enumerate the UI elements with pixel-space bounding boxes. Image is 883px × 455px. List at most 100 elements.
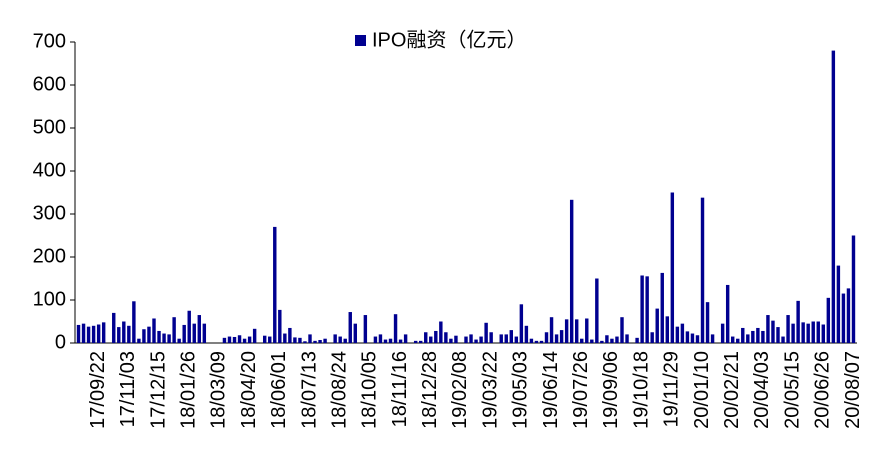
bar bbox=[620, 317, 624, 343]
bar bbox=[76, 324, 81, 343]
y-tick-label: 0 bbox=[55, 331, 66, 353]
bar bbox=[801, 322, 805, 343]
y-tick-label: 200 bbox=[33, 245, 66, 267]
bar bbox=[675, 326, 680, 343]
legend-label: IPO融资（亿元） bbox=[372, 28, 526, 51]
bar bbox=[424, 332, 428, 343]
x-tick-label: 17/11/03 bbox=[117, 351, 139, 427]
bar bbox=[585, 318, 589, 343]
bar bbox=[413, 340, 418, 343]
bar bbox=[746, 334, 750, 343]
bar bbox=[841, 293, 846, 343]
bar bbox=[383, 339, 388, 343]
bar bbox=[122, 321, 126, 343]
y-tick-label: 700 bbox=[33, 30, 66, 52]
bar bbox=[650, 332, 654, 343]
bar bbox=[826, 297, 831, 343]
bar bbox=[444, 332, 448, 343]
bar bbox=[338, 336, 342, 343]
x-tick-label: 17/09/22 bbox=[87, 351, 109, 429]
bar bbox=[403, 334, 408, 343]
bar bbox=[781, 336, 785, 343]
x-tick-label: 18/03/09 bbox=[208, 351, 230, 429]
bar bbox=[640, 275, 644, 343]
legend-swatch bbox=[355, 35, 366, 46]
bar bbox=[605, 335, 609, 343]
bar bbox=[821, 324, 826, 343]
bar bbox=[771, 320, 775, 343]
bar bbox=[539, 340, 544, 343]
bar bbox=[846, 288, 851, 343]
bar bbox=[786, 315, 790, 343]
bar bbox=[574, 319, 579, 343]
bar bbox=[157, 330, 161, 343]
bar bbox=[152, 318, 156, 343]
bar bbox=[308, 334, 312, 343]
bar bbox=[127, 325, 131, 343]
bar bbox=[635, 337, 639, 343]
bar bbox=[333, 334, 337, 343]
bar bbox=[318, 339, 322, 343]
bar bbox=[559, 330, 564, 343]
bar bbox=[655, 308, 659, 343]
x-tick-label: 20/05/15 bbox=[781, 351, 803, 429]
bar bbox=[806, 323, 810, 343]
bar bbox=[796, 300, 800, 343]
bar bbox=[187, 310, 191, 343]
bar bbox=[137, 338, 141, 343]
bar bbox=[791, 323, 795, 343]
bar bbox=[836, 265, 841, 343]
bar bbox=[720, 323, 725, 343]
x-tick-label: 18/04/20 bbox=[238, 351, 260, 429]
bar bbox=[439, 321, 443, 343]
bar bbox=[776, 327, 780, 343]
bar bbox=[86, 326, 91, 343]
x-tick-label: 19/09/06 bbox=[600, 351, 622, 429]
bar bbox=[449, 338, 453, 343]
bar bbox=[700, 197, 705, 343]
bar bbox=[227, 336, 232, 343]
x-tick-label: 17/12/15 bbox=[147, 351, 169, 429]
bar bbox=[454, 335, 458, 343]
bar bbox=[373, 336, 378, 343]
bar bbox=[851, 235, 856, 343]
bar bbox=[615, 336, 619, 343]
bar bbox=[162, 333, 166, 343]
y-tick-label: 400 bbox=[33, 159, 66, 181]
bar bbox=[112, 312, 116, 343]
bar bbox=[313, 340, 317, 343]
x-tick-label: 19/10/18 bbox=[630, 351, 652, 429]
bar bbox=[418, 340, 423, 343]
bar bbox=[710, 334, 715, 343]
bar bbox=[564, 319, 569, 343]
bar bbox=[262, 335, 267, 343]
bar bbox=[182, 324, 186, 343]
x-tick-label: 19/03/22 bbox=[479, 351, 501, 429]
bar bbox=[96, 324, 101, 343]
x-tick-label: 20/01/10 bbox=[691, 351, 713, 429]
x-tick-label: 20/04/03 bbox=[751, 351, 773, 429]
bar bbox=[549, 317, 554, 343]
bar bbox=[705, 302, 710, 343]
x-tick-label: 18/11/16 bbox=[389, 351, 411, 427]
bar bbox=[434, 330, 438, 343]
y-tick-label: 600 bbox=[33, 73, 66, 95]
bar bbox=[504, 334, 508, 343]
bar bbox=[293, 337, 297, 343]
y-tick-label: 500 bbox=[33, 116, 66, 138]
bar bbox=[101, 322, 106, 343]
bar bbox=[569, 199, 574, 343]
bar bbox=[595, 278, 599, 343]
bar bbox=[232, 336, 237, 343]
bar bbox=[554, 334, 559, 343]
bar bbox=[625, 334, 629, 343]
bar bbox=[610, 338, 614, 343]
bar bbox=[660, 272, 664, 343]
x-tick-label: 18/08/24 bbox=[328, 351, 350, 429]
x-tick-label: 19/06/14 bbox=[540, 351, 562, 429]
bar bbox=[388, 338, 393, 343]
x-tick-label: 18/10/05 bbox=[359, 351, 381, 429]
bar bbox=[283, 333, 287, 343]
x-tick-label: 19/05/03 bbox=[510, 351, 532, 429]
bar bbox=[811, 321, 815, 343]
